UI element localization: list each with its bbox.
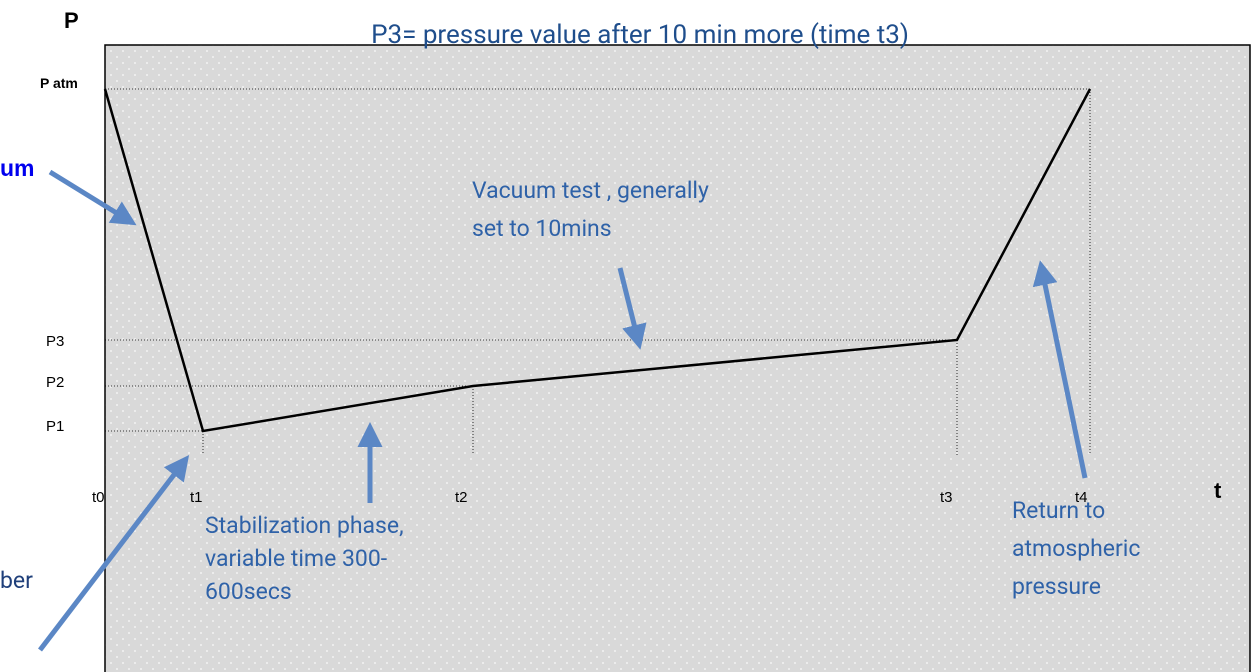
time-label: t3	[940, 489, 953, 506]
level-label: P1	[46, 418, 64, 435]
callout: um	[0, 155, 35, 181]
time-label: t2	[455, 489, 468, 506]
x-axis-label: t	[1214, 478, 1222, 503]
callout: Vacuum test , generally	[472, 177, 709, 204]
arrow	[1032, 260, 1088, 479]
y-axis-label: P	[64, 8, 79, 33]
time-label: t4	[1075, 489, 1088, 506]
callout: atmospheric	[1012, 535, 1140, 562]
time-label: t1	[190, 489, 203, 506]
title: P3= pressure value after 10 min more (ti…	[371, 20, 909, 50]
level-label: P2	[46, 374, 64, 391]
callout: ber	[0, 567, 33, 594]
level-label: P3	[46, 333, 64, 350]
callout: variable time 300-	[205, 545, 387, 572]
callout: set to 10mins	[472, 215, 612, 242]
arrow	[48, 169, 137, 226]
time-label: t0	[92, 489, 105, 506]
callout: Return to	[1012, 497, 1105, 524]
callout: pressure	[1012, 573, 1101, 600]
level-label: P atm	[40, 75, 78, 91]
pressure-curve	[103, 88, 1092, 433]
arrow	[617, 267, 647, 350]
callout: 600secs	[205, 578, 292, 605]
arrow	[38, 455, 190, 652]
callout: Stabilization phase,	[205, 512, 404, 539]
